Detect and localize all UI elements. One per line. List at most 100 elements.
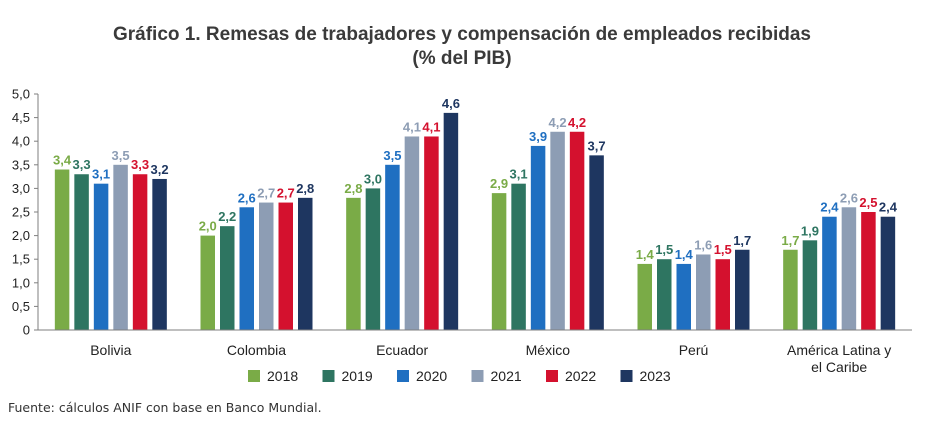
data-label: 4,2 bbox=[568, 115, 586, 130]
bar bbox=[200, 235, 215, 330]
legend: 2018 2019 2020 2021 2022 2023 bbox=[248, 368, 671, 384]
bar bbox=[491, 193, 507, 330]
bar bbox=[822, 216, 837, 330]
y-tick-label: 5,0 bbox=[12, 87, 30, 102]
x-category-label: Bolivia bbox=[90, 342, 131, 358]
bar bbox=[278, 202, 293, 330]
data-label: 4,2 bbox=[549, 115, 567, 130]
bar bbox=[346, 197, 361, 330]
data-label: 3,3 bbox=[131, 157, 149, 172]
bar bbox=[385, 164, 400, 330]
bar bbox=[569, 131, 585, 330]
bar bbox=[696, 254, 711, 330]
legend-swatch bbox=[322, 370, 335, 382]
data-label: 3,5 bbox=[112, 148, 130, 163]
data-label: 2,9 bbox=[490, 176, 508, 191]
data-label: 1,5 bbox=[655, 242, 673, 257]
bar bbox=[298, 197, 313, 330]
legend-swatch bbox=[397, 370, 409, 382]
data-label: 1,9 bbox=[801, 223, 819, 238]
bar bbox=[424, 136, 439, 330]
data-label: 2,5 bbox=[859, 195, 877, 210]
data-label: 3,9 bbox=[529, 129, 547, 144]
data-label: 4,6 bbox=[442, 96, 460, 111]
y-axis: 0 0,5 1,0 1,5 2,0 2,5 3,0 3,5 4,0 4,5 5,0 bbox=[12, 87, 39, 338]
y-tick-label: 4,5 bbox=[12, 110, 30, 125]
y-tick-label: 1,0 bbox=[12, 275, 30, 290]
legend-label: 2019 bbox=[342, 368, 373, 384]
y-tick-label: 0 bbox=[23, 323, 30, 338]
bar bbox=[511, 183, 526, 330]
x-category-label: Perú bbox=[679, 342, 709, 358]
legend-label: 2022 bbox=[565, 368, 596, 384]
source-note: Fuente: cálculos ANIF con base en Banco … bbox=[8, 400, 322, 415]
bar bbox=[93, 183, 109, 330]
legend-swatch bbox=[471, 370, 484, 382]
bar bbox=[841, 207, 857, 330]
y-tick-label: 2,0 bbox=[12, 228, 30, 243]
data-label: 2,6 bbox=[238, 190, 256, 205]
y-tick-label: 4,0 bbox=[12, 134, 30, 149]
chart-title: Gráfico 1. Remesas de trabajadores y com… bbox=[113, 24, 811, 45]
data-label-group: 3,4 3,33,13,53,3 3,22,02,22,6 2,7 2,7 2,8 2,83… bbox=[53, 96, 898, 262]
bar bbox=[550, 131, 565, 330]
data-label: 1,4 bbox=[675, 247, 694, 262]
legend-label: 2020 bbox=[416, 368, 447, 384]
bar bbox=[783, 249, 798, 330]
bar bbox=[530, 145, 546, 330]
data-label: 1,5 bbox=[714, 242, 732, 257]
data-label: 4,1 bbox=[422, 119, 440, 134]
bar bbox=[132, 174, 148, 330]
x-axis: Bolivia Colombia Ecuador México Perú América … bbox=[38, 329, 912, 375]
bar bbox=[443, 112, 459, 330]
bar bbox=[220, 226, 235, 330]
bar bbox=[880, 216, 896, 330]
x-category-label: Colombia bbox=[227, 342, 286, 358]
bar bbox=[259, 202, 274, 330]
bar bbox=[637, 263, 652, 330]
bar bbox=[404, 136, 420, 330]
bar-series-group bbox=[54, 112, 896, 330]
data-label: 3,2 bbox=[151, 162, 169, 177]
data-label: 2,0 bbox=[199, 219, 217, 234]
data-label: 3,3 bbox=[73, 157, 91, 172]
data-label: 2,7 bbox=[257, 186, 275, 201]
bar bbox=[657, 259, 672, 330]
data-label: 3,7 bbox=[588, 138, 606, 153]
y-tick-label: 2,5 bbox=[12, 205, 30, 220]
legend-label: 2023 bbox=[640, 368, 671, 384]
data-label: 2,6 bbox=[840, 190, 858, 205]
data-label: 4,1 bbox=[403, 119, 421, 134]
data-label: 2,4 bbox=[820, 200, 839, 215]
bar bbox=[735, 249, 750, 330]
data-label: 3,1 bbox=[510, 167, 528, 182]
data-label: 3,5 bbox=[383, 148, 401, 163]
bar bbox=[113, 164, 128, 330]
legend-label: 2018 bbox=[267, 368, 298, 384]
data-label: 1,7 bbox=[733, 233, 751, 248]
bar bbox=[861, 212, 876, 330]
x-category-label: Ecuador bbox=[376, 342, 428, 358]
legend-swatch bbox=[620, 370, 633, 382]
x-category-label: América Latina y bbox=[787, 342, 891, 358]
x-category-label: el Caribe bbox=[811, 359, 867, 375]
data-label: 1,6 bbox=[694, 237, 712, 252]
data-label: 1,4 bbox=[636, 247, 655, 262]
y-tick-label: 3,5 bbox=[12, 157, 30, 172]
bar bbox=[239, 207, 254, 330]
data-label: 2,4 bbox=[879, 200, 898, 215]
x-category-label: México bbox=[526, 342, 571, 358]
legend-swatch bbox=[546, 370, 558, 382]
data-label: 2,8 bbox=[296, 181, 314, 196]
data-label: 1,7 bbox=[781, 233, 799, 248]
data-label: 3,0 bbox=[364, 171, 382, 186]
data-label: 2,8 bbox=[344, 181, 362, 196]
bar bbox=[152, 178, 167, 330]
chart-subtitle: (% del PIB) bbox=[412, 48, 511, 69]
data-label: 2,7 bbox=[277, 186, 295, 201]
data-label: 3,1 bbox=[92, 167, 110, 182]
bar bbox=[589, 155, 604, 330]
legend-swatch bbox=[248, 370, 260, 382]
y-tick-label: 0,5 bbox=[12, 299, 30, 314]
